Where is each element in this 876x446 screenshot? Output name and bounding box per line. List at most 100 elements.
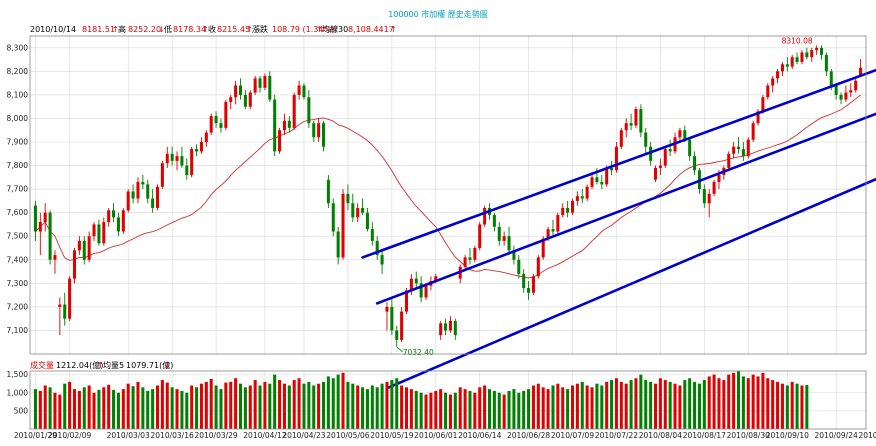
- volume-bar: [590, 387, 594, 429]
- date-tick-label: 2010/08/04: [639, 431, 682, 440]
- header-ma: 8,108.4417: [348, 25, 394, 34]
- volume-bar: [478, 387, 482, 429]
- volume-bar: [116, 392, 120, 429]
- candle-body: [805, 52, 809, 58]
- volume-bar: [439, 389, 443, 429]
- candle-body: [605, 167, 609, 185]
- candle-body: [546, 229, 550, 239]
- candle-body: [380, 255, 384, 265]
- candle-body: [780, 64, 784, 72]
- candle-body: [112, 210, 116, 218]
- volume-bar: [653, 383, 658, 429]
- volume-bar: [527, 389, 531, 429]
- header-up-arrow-icon: ↑: [112, 25, 119, 34]
- candle-body: [155, 186, 160, 208]
- header-low: 8178.34: [173, 25, 206, 34]
- candle-body: [253, 78, 257, 93]
- candle-body: [136, 182, 140, 199]
- volume-bar: [541, 387, 545, 429]
- volume-down-arrow-icon: ↓: [164, 361, 171, 370]
- candle-body: [170, 153, 174, 161]
- candle-body: [463, 257, 467, 267]
- volume-bar: [180, 390, 184, 429]
- volume-bar: [800, 385, 804, 429]
- candle-body: [268, 76, 272, 100]
- candle-body: [478, 224, 482, 248]
- header-low-label: 低: [164, 24, 172, 34]
- volume-bar: [546, 389, 550, 429]
- date-tick-label: 2010/05/19: [370, 431, 413, 440]
- volume-bar: [409, 389, 413, 429]
- volume-bar: [497, 392, 501, 429]
- candle-body: [629, 123, 633, 126]
- price-tick-label: 8,200: [7, 67, 29, 76]
- candle-body: [102, 222, 106, 244]
- candle-body: [663, 149, 667, 166]
- candle-body: [668, 149, 672, 152]
- volume-ma-label: 均量5: [103, 360, 124, 370]
- candle-body: [97, 224, 101, 244]
- candle-body: [33, 205, 37, 232]
- volume-bar: [87, 385, 91, 429]
- volume-bar: [102, 387, 106, 429]
- candle-body: [82, 240, 86, 260]
- volume-bar: [292, 380, 296, 429]
- candle-body: [190, 149, 194, 175]
- candle-body: [619, 130, 623, 147]
- candle-body: [180, 156, 184, 166]
- candle-body: [390, 306, 394, 331]
- header-down-arrow-icon: ↓: [158, 25, 165, 34]
- candle-body: [356, 207, 360, 218]
- header-ma-arrow-icon: ↑: [316, 25, 323, 34]
- candle-body: [497, 226, 501, 241]
- volume-bar: [370, 385, 374, 429]
- candle-body: [527, 288, 531, 293]
- header-close-arrow-icon: ↑: [202, 25, 209, 34]
- volume-bar: [693, 381, 697, 429]
- candle-body: [204, 132, 208, 142]
- candle-body: [502, 236, 506, 241]
- candle-body: [317, 123, 321, 138]
- volume-bar: [195, 387, 199, 429]
- volume-bar: [751, 374, 755, 429]
- volume-bar: [458, 387, 462, 429]
- volume-bar: [644, 380, 648, 429]
- header-ma-end-arrow-icon: ↑: [390, 25, 397, 34]
- candle-body: [53, 255, 57, 260]
- candle-body: [72, 250, 77, 279]
- candle-body: [561, 207, 565, 216]
- header-ma-label: 均線30: [322, 24, 348, 34]
- candle-body: [468, 257, 472, 260]
- candle-body: [453, 321, 457, 336]
- candle-body: [400, 311, 404, 340]
- candle-body: [126, 191, 130, 211]
- volume-bar: [658, 378, 662, 429]
- volume-bar: [785, 385, 789, 429]
- date-tick-label: 2010/06/01: [414, 431, 457, 440]
- volume-bar: [321, 381, 326, 429]
- volume-bar: [732, 372, 736, 429]
- volume-bar: [429, 392, 433, 429]
- volume-bar: [736, 371, 741, 429]
- candle-body: [756, 111, 760, 124]
- volume-bar: [702, 380, 706, 429]
- candle-body: [815, 47, 819, 51]
- volume-bar: [253, 380, 257, 429]
- date-tick-label: 2010/06/14: [458, 431, 501, 440]
- candle-body: [834, 85, 838, 95]
- price-tick-label: 7,900: [7, 138, 29, 147]
- candle-body: [751, 123, 755, 140]
- candle-body: [517, 259, 521, 274]
- volume-bar: [33, 389, 37, 429]
- candle-body: [278, 130, 282, 152]
- volume-bar: [444, 392, 448, 429]
- candle-body: [683, 130, 687, 140]
- candle-body: [790, 57, 794, 67]
- trend-line: [375, 112, 876, 305]
- volume-bar: [395, 378, 399, 429]
- candle-body: [151, 198, 155, 208]
- volume-bar: [209, 378, 213, 429]
- volume-bar: [463, 389, 467, 429]
- candle-body: [302, 85, 306, 98]
